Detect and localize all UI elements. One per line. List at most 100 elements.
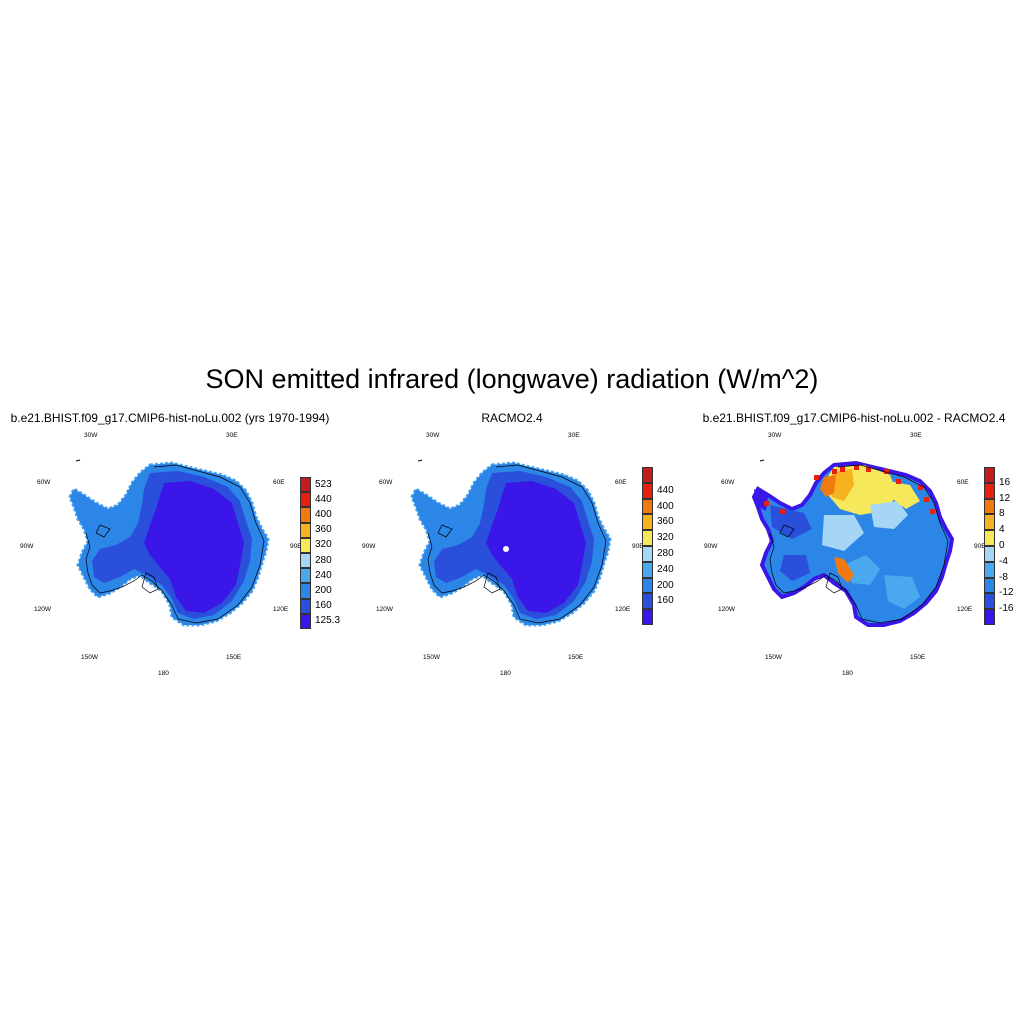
coastline <box>85 464 265 624</box>
colorbar: 125.3 160 200 240 280 320 360 400 440 523 <box>300 477 340 629</box>
panel-title: b.e21.BHIST.f09_g17.CMIP6-hist-noLu.002 … <box>702 411 1006 425</box>
colorbar-label: 8 <box>999 508 1005 520</box>
colorbar-swatch <box>642 467 653 483</box>
colorbar-label: 160 <box>657 595 674 607</box>
colorbar-label: -16 <box>999 603 1014 615</box>
colorbar-swatch <box>984 546 995 562</box>
diff-warm-region <box>878 479 920 509</box>
ice-sheet-interior <box>486 481 586 613</box>
colorbar-label: 200 <box>315 585 332 596</box>
lon-label-180: 180 <box>842 670 853 677</box>
lon-label-30e: 30E <box>568 432 580 439</box>
colorbar-swatch <box>300 598 311 614</box>
lon-label-150w: 150W <box>765 654 782 661</box>
lon-label-150w: 150W <box>423 654 440 661</box>
diff-neutral-region <box>822 515 864 551</box>
lon-label-120w: 120W <box>34 606 51 613</box>
colorbar-label: -4 <box>999 555 1008 567</box>
colorbar-label: 400 <box>657 500 674 512</box>
panel-title: b.e21.BHIST.f09_g17.CMIP6-hist-noLu.002 … <box>10 411 330 425</box>
colorbar-label: -8 <box>999 571 1008 583</box>
colorbar-swatch <box>642 514 653 531</box>
diff-cool-region <box>884 575 920 609</box>
lon-label-90e: 90E <box>632 543 644 550</box>
antarctica-map <box>410 459 612 627</box>
diff-pixel <box>764 501 769 506</box>
island-mark <box>417 459 423 462</box>
lon-label-90e: 90E <box>974 543 986 550</box>
colorbar-swatch <box>984 561 995 578</box>
lon-label-60e: 60E <box>273 479 285 486</box>
colorbar-label: -12 <box>999 587 1014 599</box>
lon-label-150w: 150W <box>81 654 98 661</box>
lon-label-150e: 150E <box>226 654 242 661</box>
diff-hot-spot <box>820 475 836 497</box>
lon-label-90w: 90W <box>20 543 34 550</box>
colorbar-swatch <box>984 577 995 594</box>
colorbar-label: 16 <box>999 476 1011 488</box>
lon-label-30w: 30W <box>84 432 98 439</box>
lon-label-120e: 120E <box>957 606 973 613</box>
colorbar-label: 240 <box>657 563 674 575</box>
lon-label-30w: 30W <box>768 432 782 439</box>
colorbar-label: 360 <box>315 524 332 536</box>
lon-label-150e: 150E <box>910 654 926 661</box>
antarctica-map <box>751 459 955 627</box>
colorbar-swatch <box>642 498 653 515</box>
colorbar-swatch <box>300 507 311 523</box>
colorbar-swatch <box>642 593 653 610</box>
island-mark <box>75 459 81 462</box>
colorbar-label: 12 <box>999 492 1011 504</box>
coastline <box>769 464 949 624</box>
colorbar-label: 320 <box>315 539 332 551</box>
colorbar: 160 200 240 280 320 360 400 440 <box>642 467 682 625</box>
panel-title: RACMO2.4 <box>481 411 543 425</box>
diff-pixel <box>840 467 845 472</box>
lon-label-90w: 90W <box>362 543 376 550</box>
colorbar-label: 200 <box>657 579 674 591</box>
lon-label-60w: 60W <box>721 479 735 486</box>
colorbar-swatch <box>300 613 311 629</box>
colorbar-label: 125.3 <box>315 615 341 627</box>
pole-hole <box>503 546 509 552</box>
colorbar-swatch <box>300 583 311 599</box>
colorbar-label: 240 <box>315 569 332 581</box>
colorbar-swatch <box>300 492 311 508</box>
diff-pixel <box>924 497 929 502</box>
lon-label-60w: 60W <box>37 479 51 486</box>
lon-label-90w: 90W <box>704 543 718 550</box>
colorbar-label: 4 <box>999 524 1005 536</box>
colorbar-swatch <box>642 609 653 625</box>
map-panel-model: b.e21.BHIST.f09_g17.CMIP6-hist-noLu.002 … <box>0 405 340 695</box>
diff-pixel <box>918 485 923 490</box>
lon-label-30e: 30E <box>910 432 922 439</box>
diff-ridge-hot <box>834 557 854 583</box>
diff-neutral-region <box>870 501 908 529</box>
colorbar-swatch <box>300 522 311 538</box>
colorbar-swatch <box>984 593 995 610</box>
diff-pixel <box>814 475 819 480</box>
lon-label-30w: 30W <box>426 432 440 439</box>
diff-pixel <box>896 479 901 484</box>
diff-pixel <box>780 509 785 514</box>
lon-label-60e: 60E <box>957 479 969 486</box>
colorbar-swatch <box>984 609 995 625</box>
lon-label-60w: 60W <box>379 479 393 486</box>
lon-label-120w: 120W <box>718 606 735 613</box>
lon-label-90e: 90E <box>290 543 302 550</box>
colorbar-swatch <box>984 482 995 499</box>
colorbar-label: 160 <box>315 600 332 612</box>
colorbar-label: 320 <box>657 532 674 544</box>
ice-sheet-interior <box>144 481 244 613</box>
colorbar-swatch <box>984 530 995 546</box>
colorbar-swatch <box>642 546 653 562</box>
island-mark <box>759 459 765 462</box>
colorbar-label: 400 <box>315 509 332 520</box>
lon-label-180: 180 <box>158 670 169 677</box>
diff-cold-region <box>780 555 810 581</box>
colorbar-swatch <box>300 553 311 569</box>
lon-label-150e: 150E <box>568 654 584 661</box>
colorbar-swatch <box>984 498 995 515</box>
diff-pixel <box>930 509 935 514</box>
lon-label-120e: 120E <box>615 606 631 613</box>
